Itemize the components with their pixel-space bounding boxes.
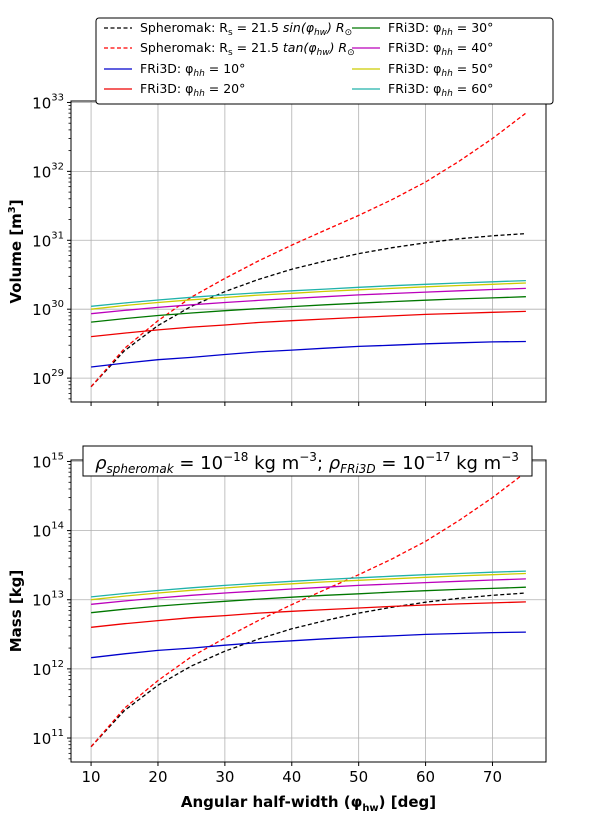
legend-label: FRi3D: φhh = 60° [388,81,493,99]
x-tick-label: 10 [82,768,101,786]
legend-label: FRi3D: φhh = 20° [140,81,245,99]
y-tick-label: 1032 [32,161,64,181]
y-tick-label: 1011 [32,728,64,748]
legend-label: FRi3D: φhh = 40° [388,40,493,58]
y-tick-label: 1015 [32,451,64,471]
y-axis-label: Volume [m3] [7,199,25,303]
legend-label: FRi3D: φhh = 50° [388,61,493,79]
x-tick-label: 50 [349,768,368,786]
series-line-3 [91,310,526,338]
y-axis-label: Mass [kg] [7,570,25,653]
series-line-7 [91,570,526,598]
series-line-0 [90,592,526,748]
legend-box [95,17,554,105]
y-tick-label: 1033 [32,92,64,112]
y-tick-label: 1031 [32,230,64,250]
series-line-0 [90,232,526,388]
series-line-5 [91,578,526,605]
legend: Spheromak: Rs = 21.5 sin(φhw) R⊙ Spheroma… [95,17,554,105]
y-tick-label: 1030 [32,299,64,319]
series-line-6 [91,572,526,601]
series-line-7 [91,279,526,307]
x-tick-label: 70 [483,768,502,786]
y-tick-label: 1029 [32,368,64,388]
x-tick-label: 60 [416,768,435,786]
series-line-2 [91,631,526,659]
x-tick-label: 40 [282,768,301,786]
x-axis-label: Angular half-width (φhw) [deg] [181,793,436,814]
y-tick-label: 1013 [32,590,64,610]
density-annotation: ρspheromak = 10−18 kg m−3; ρFRi3D = 10−1… [95,450,519,476]
volume-panel: 1029 1030 1031 1032 1033 Volume [m3] [7,92,547,406]
annotation-box [82,445,533,477]
x-tick-label: 20 [148,768,167,786]
series-line-6 [91,282,526,310]
mass-panel: 10 20 30 40 50 60 70 1011 1012 1013 1014 1015 Mass [… [7,445,547,814]
y-tick-label: 1012 [32,659,64,679]
series-line-5 [91,287,526,315]
legend-label: Spheromak: Rs = 21.5 sin(φhw) R⊙ [140,20,352,38]
legend-label: FRi3D: φhh = 10° [140,61,245,79]
legend-label: Spheromak: Rs = 21.5 tan(φhw) R⊙ [140,40,355,58]
series-line-4 [91,296,526,323]
plot-frame [70,100,547,403]
legend-label: FRi3D: φhh = 30° [388,20,493,38]
series-line-3 [91,601,526,628]
series-line-1 [90,471,527,748]
series-line-2 [91,340,526,368]
y-tick-label: 1014 [32,521,64,541]
x-tick-label: 30 [215,768,234,786]
series-line-4 [91,586,526,614]
series-line-1 [90,112,527,388]
